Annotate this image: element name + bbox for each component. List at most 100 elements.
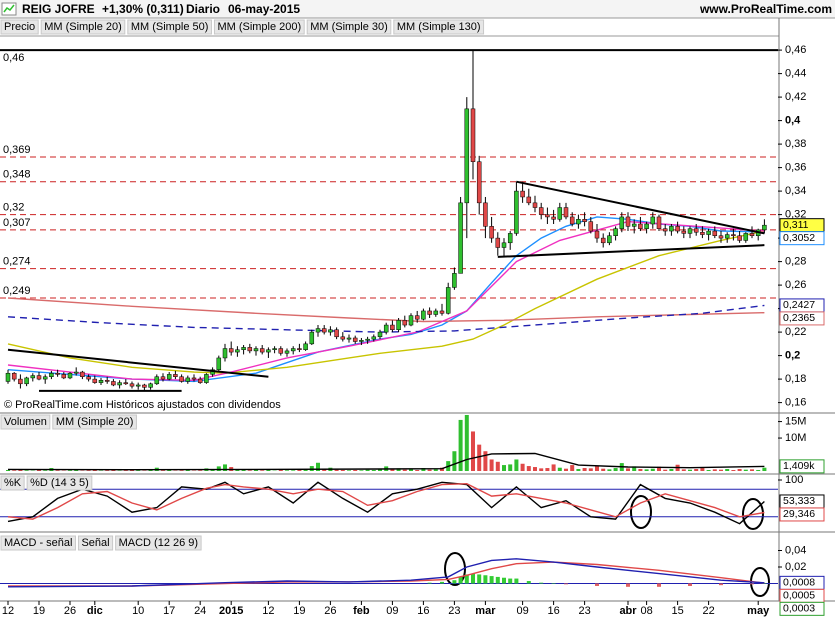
candle-body	[197, 378, 203, 383]
candle-body	[123, 382, 129, 385]
volume-bar	[297, 470, 302, 471]
volume-bar	[725, 469, 730, 471]
volume-bar	[762, 467, 767, 471]
symbol: REIG JOFRE	[22, 2, 95, 16]
trend-line	[497, 244, 765, 258]
histogram-bar	[458, 576, 463, 584]
candle-body	[532, 202, 538, 208]
volume-bar	[688, 469, 692, 471]
candle-body	[365, 338, 370, 341]
volume-bar	[43, 470, 48, 471]
legend-label: MM (Simple 130)	[397, 21, 481, 33]
legend-box	[0, 19, 39, 35]
volume-bar	[539, 468, 544, 471]
series-line	[7, 558, 765, 588]
footer: © ProRealTime.com Históricos ajustados c…	[4, 399, 281, 411]
x-tick-label: may	[747, 605, 770, 617]
volume-bar	[378, 469, 382, 471]
candle-body	[538, 207, 544, 215]
volume-bar	[167, 469, 172, 471]
histogram-bar	[489, 576, 494, 584]
candle-body	[644, 223, 649, 229]
candle-body	[476, 161, 482, 204]
volume-bar	[626, 468, 630, 471]
legend-label: MM (Simple 30)	[310, 21, 388, 33]
candle-body	[42, 376, 48, 380]
histogram-bar	[657, 583, 661, 587]
candle-body	[272, 348, 277, 350]
candle-body	[154, 376, 160, 385]
series-line	[7, 452, 765, 471]
candle-body	[421, 310, 426, 320]
volume-bar	[657, 466, 661, 471]
candle-body	[185, 377, 191, 382]
legend-box	[26, 475, 93, 491]
volume-bar	[433, 469, 438, 471]
volume-bar	[737, 469, 742, 471]
y-tick-label: 100	[785, 474, 803, 486]
value-box	[779, 507, 825, 522]
volume-bar	[37, 470, 41, 471]
candle-body	[712, 230, 718, 237]
y-tick-label: 0,42	[785, 91, 806, 103]
histogram-bar	[464, 574, 469, 584]
candle-body	[594, 230, 600, 239]
candle-body	[569, 216, 575, 225]
x-tick-label: abr	[619, 605, 637, 617]
volume-bar	[198, 470, 203, 471]
candle-body	[470, 108, 476, 162]
candle-body	[495, 237, 501, 248]
candle-body	[625, 216, 631, 227]
volume-bar	[557, 467, 562, 471]
volume-bar	[638, 469, 643, 471]
candle-body	[67, 372, 73, 379]
volume-bar	[520, 463, 525, 471]
candle-body	[687, 228, 693, 234]
value-box-label: 0,2365	[783, 312, 815, 324]
candle-body	[216, 357, 222, 370]
volume-bar	[105, 470, 110, 471]
y-tick-label: 10M	[785, 432, 806, 444]
volume-bar	[464, 414, 469, 471]
candle-body	[414, 315, 420, 320]
legend-label: MM (Simple 200)	[217, 21, 301, 33]
volume-bar	[669, 469, 674, 471]
volume-bar	[601, 468, 606, 471]
legend-label: MACD (12 26 9)	[119, 537, 198, 549]
legend-box	[52, 414, 137, 430]
legend-box	[115, 535, 202, 551]
candle-body	[86, 376, 91, 380]
value-box-label: 1,409k	[783, 460, 815, 472]
candle-body	[377, 331, 383, 338]
x-tick-label: 12	[2, 605, 14, 617]
annotation-circle	[444, 552, 466, 586]
legend-label: Volumen	[4, 416, 47, 428]
value-box-label: 29,346	[783, 508, 815, 520]
legend-label: %D (14 3 5)	[30, 477, 89, 489]
histogram-bar	[502, 577, 506, 584]
histogram-bar	[483, 575, 488, 584]
value-box	[779, 459, 825, 474]
volume-bar	[632, 466, 637, 471]
histogram-bar	[762, 583, 767, 584]
legend-label: Señal	[81, 537, 109, 549]
volume-bar	[371, 470, 376, 471]
candle-body	[346, 337, 352, 340]
candle-body	[452, 273, 457, 288]
y-tick-label: 0,4	[785, 115, 801, 127]
volume-bar	[390, 469, 395, 471]
series-line	[7, 230, 765, 374]
candle-body	[526, 196, 532, 204]
volume-bar	[650, 468, 655, 471]
volume-bar	[700, 468, 705, 471]
volume-bar	[12, 470, 17, 471]
level-label: 0,348	[3, 169, 31, 181]
candle-body	[142, 384, 147, 388]
y-tick-label: 0,32	[785, 209, 806, 221]
candle-body	[18, 378, 23, 385]
x-tick-label: 19	[293, 605, 305, 617]
histogram-bar	[626, 583, 630, 587]
candle-body	[173, 374, 178, 377]
histogram-bar	[526, 581, 531, 584]
candle-body	[557, 207, 563, 220]
